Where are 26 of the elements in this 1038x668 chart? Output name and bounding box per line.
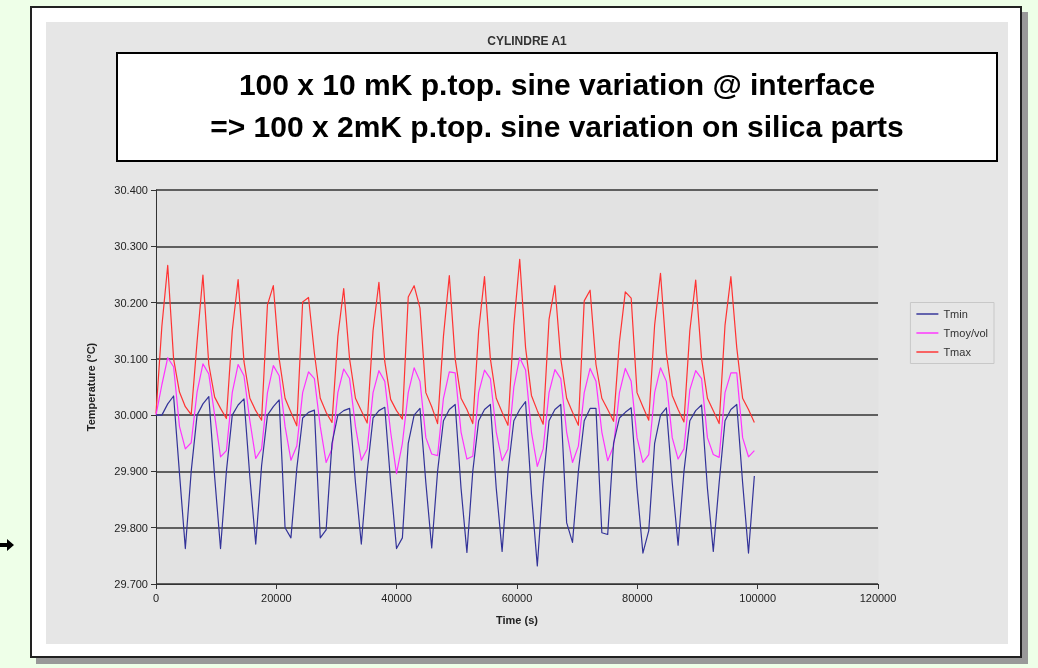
y-tick-label: 30.200 [114,296,148,309]
line-series [155,395,755,567]
x-tick-label: 60000 [501,591,533,604]
line-series [155,357,755,475]
x-tick-label: 100000 [739,591,777,604]
x-tick-label: 40000 [381,591,412,604]
legend-label: Tmax [943,346,972,358]
text: 100 x 10 mK p.top. sine variation @ interface [238,67,876,101]
y-tick-label: 30.100 [114,352,148,365]
y-tick-label: 29.700 [114,578,148,590]
y-axis-title: Temperature (°C) [84,342,97,432]
x-tick-label: 80000 [622,591,653,604]
text: => 100 x 2mK p.top. sine variation on silica parts [210,109,904,143]
legend-label: Tmoy/vol [943,327,989,339]
y-tick-label: 29.900 [114,465,148,478]
y-tick-label: 30.300 [114,240,148,253]
legend-label: Tmin [943,308,968,320]
x-tick-label: 0 [152,591,160,604]
x-axis-title: Time (s) [496,613,539,626]
x-tick-label: 120000 [859,591,897,604]
line-series [155,258,755,427]
y-tick-label: 30.400 [114,184,148,196]
chart-title: CYLINDRE A1 [487,34,568,48]
x-tick-label: 20000 [261,591,292,604]
y-tick-label: 30.000 [114,409,148,422]
y-tick-label: 29.800 [114,521,148,534]
